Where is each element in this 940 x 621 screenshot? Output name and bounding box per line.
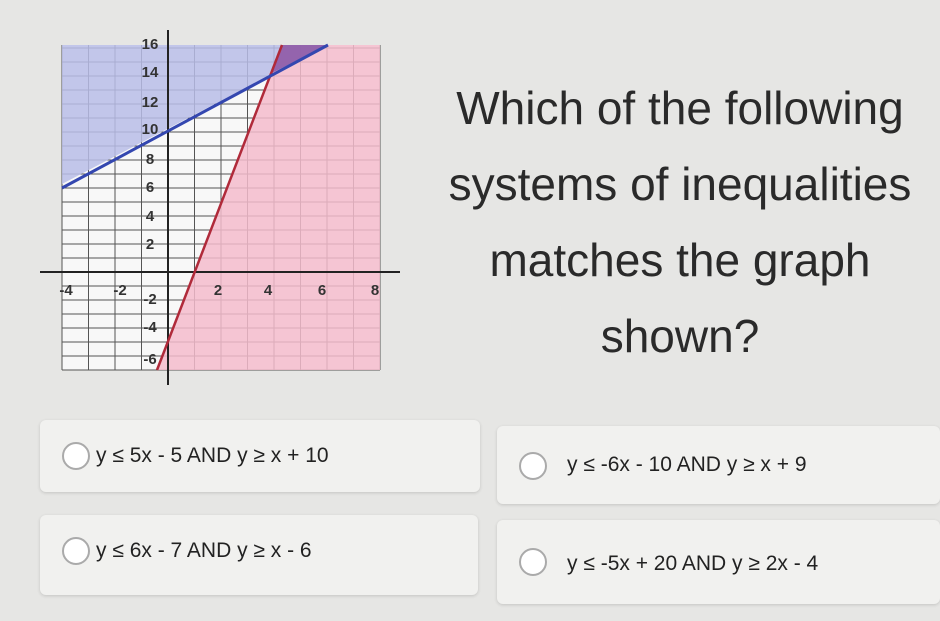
pink-region: [157, 45, 380, 370]
option-text: y ≤ 5x - 5 AND y ≥ x + 10: [96, 444, 329, 467]
option-text: y ≤ -5x + 20 AND y ≥ 2x - 4: [567, 552, 819, 575]
y-tick-label: 2: [146, 236, 154, 253]
radio[interactable]: [519, 452, 547, 480]
blue-line: [61, 43, 329, 190]
blue-region: [62, 45, 328, 184]
y-tick-label: 14: [142, 64, 159, 81]
option-text: y ≤ 6x - 7 AND y ≥ x - 6: [96, 539, 312, 562]
x-tick-label: 8: [371, 282, 379, 299]
y-tick-label: 8: [146, 151, 154, 168]
option-card[interactable]: y ≤ 5x - 5 AND y ≥ x + 10: [40, 420, 480, 492]
y-tick-label: 12: [142, 94, 159, 111]
y-tick-label: 16: [142, 36, 159, 53]
option-card[interactable]: y ≤ 6x - 7 AND y ≥ x - 6: [40, 515, 478, 595]
option-card[interactable]: y ≤ -5x + 20 AND y ≥ 2x - 4: [497, 520, 940, 604]
y-tick-label: -4: [143, 319, 157, 336]
x-tick-label: -2: [113, 282, 126, 299]
question: Which of the following systems of inequa…: [448, 82, 912, 362]
x-tick-label: -4: [59, 282, 73, 299]
y-tick-label: 4: [146, 208, 155, 225]
x-tick-label: 6: [318, 282, 326, 299]
option-text: y ≤ -6x - 10 AND y ≥ x + 9: [567, 453, 807, 476]
x-tick-label: 2: [214, 282, 222, 299]
option-card[interactable]: y ≤ -6x - 10 AND y ≥ x + 9: [497, 426, 940, 504]
radio[interactable]: [62, 442, 90, 470]
graph: 16 14 12 10 8 6 4 2 -2 -4 -6 -4 -2 2 4 6 8: [40, 30, 400, 385]
radio[interactable]: [62, 537, 90, 565]
x-tick-label: 4: [264, 282, 273, 299]
y-tick-label: 6: [146, 179, 154, 196]
red-line: [155, 44, 284, 371]
y-tick-label: -6: [143, 351, 156, 368]
y-tick-label: 10: [142, 121, 159, 138]
radio[interactable]: [519, 548, 547, 576]
y-tick-label: -2: [143, 291, 156, 308]
